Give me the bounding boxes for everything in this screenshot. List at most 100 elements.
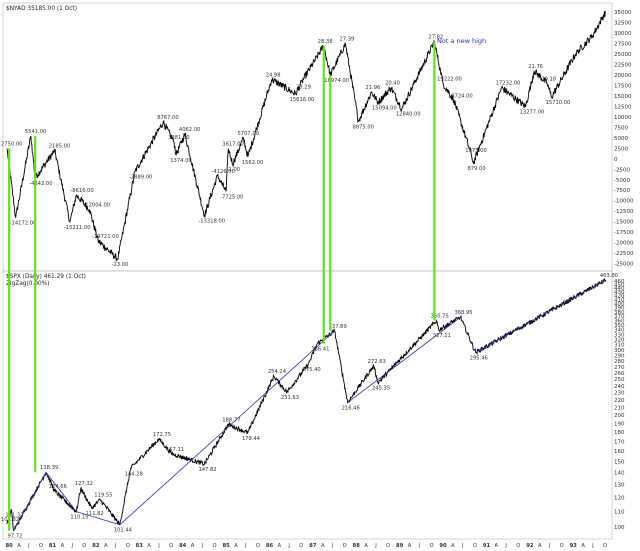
bottom-y-tick: 420	[614, 294, 625, 300]
x-tick-label: O	[560, 543, 564, 549]
top-y-tick: -17500	[614, 230, 634, 236]
x-tick-label: O	[603, 543, 607, 549]
bottom-y-tick: 210	[614, 405, 625, 411]
spx-point-label: 157.11	[166, 447, 184, 453]
nyad-point-label: 8875.00	[352, 124, 373, 130]
bottom-y-tick: 410	[614, 298, 625, 304]
spx-point-label: 254.24	[268, 369, 287, 375]
zigzag-segment	[76, 511, 120, 526]
nyad-point-label: -19721.00	[92, 234, 119, 240]
bottom-y-tick: 190	[614, 421, 625, 427]
top-y-tick: -5000	[614, 178, 630, 184]
bottom-y-tick: 350	[614, 323, 625, 329]
nyad-point-label: -4342.00	[29, 181, 52, 187]
nyad-point-label: 1562.00	[242, 160, 263, 166]
x-tick-label: 84	[179, 543, 187, 549]
nyad-point-label: 1374.00	[170, 158, 191, 164]
spx-point-label: 272.63	[368, 359, 386, 365]
x-tick-label: 93	[570, 543, 578, 549]
nyad-point-label: -4126.00	[211, 169, 234, 175]
zigzag-segment	[475, 279, 607, 353]
nyad-point-label: 23.29	[296, 84, 311, 90]
x-tick-label: A	[538, 543, 542, 549]
top-legend: $NYAD 35185.00 (1 Oct)	[6, 6, 77, 12]
nyad-point-label: 15616.00	[290, 97, 315, 103]
spx-point-label: 463.80	[600, 273, 618, 279]
nyad-point-label: 20.40	[385, 81, 400, 87]
bottom-y-tick: 340	[614, 328, 625, 334]
spx-price-line	[6, 277, 607, 532]
nyad-point-label: -12004.00	[83, 202, 110, 208]
bottom-y-tick: 450	[614, 283, 625, 289]
x-tick-label: A	[364, 543, 368, 549]
x-tick-label: J	[287, 543, 290, 549]
x-tick-label: J	[504, 543, 507, 549]
nyad-point-label: -7725.00	[220, 194, 243, 200]
spx-point-label: 147.82	[198, 467, 216, 473]
bottom-y-tick: 240	[614, 384, 625, 390]
zigzag-segment	[45, 471, 77, 512]
spx-point-label: 295.46	[470, 355, 488, 361]
bottom-y-tick: 110	[614, 509, 625, 515]
green-marker-lines	[8, 41, 436, 531]
nyad-point-label: -8616.00	[70, 188, 93, 194]
zigzag-segment	[13, 472, 47, 531]
top-y-tick: -2500	[614, 167, 630, 173]
bottom-y-tick: 100	[614, 525, 625, 531]
spx-point-label: 216.46	[342, 406, 360, 412]
x-tick-label: 85	[222, 543, 230, 549]
x-tick-label: A	[191, 543, 195, 549]
top-y-tick: -20000	[614, 241, 634, 247]
nyad-point-label: 8767.00	[157, 115, 178, 121]
x-tick-label: J	[201, 543, 204, 549]
nyad-point-label: 15094.00	[372, 105, 397, 111]
bottom-y-tick: 310	[614, 343, 625, 349]
nyad-point-label: 2185.00	[49, 144, 70, 150]
x-tick-label: O	[212, 543, 216, 549]
nyad-point-label: 21.96	[366, 85, 381, 91]
spx-point-label: 337.89	[329, 324, 347, 330]
x-tick-label: 91	[483, 543, 491, 549]
x-tick-label: O	[126, 543, 130, 549]
bottom-y-tick: 390	[614, 306, 625, 312]
nyad-price-line	[6, 10, 606, 262]
top-y-tick: 20000	[614, 73, 632, 79]
x-tick-label: 87	[309, 543, 317, 549]
bottom-y-tick: 140	[614, 471, 625, 477]
top-y-tick: 22500	[614, 62, 632, 68]
top-y-tick: 10000	[614, 115, 632, 121]
x-tick-label: J	[114, 543, 117, 549]
x-tick-label: 81	[49, 543, 57, 549]
bottom-y-tick: 260	[614, 371, 625, 377]
x-tick-label: 82	[92, 543, 100, 549]
top-y-tick: -15000	[614, 220, 634, 226]
bottom-y-tick: 200	[614, 413, 625, 419]
x-tick-label: O	[386, 543, 390, 549]
bottom-y-tick: 330	[614, 332, 625, 338]
x-tick-label: O	[516, 543, 520, 549]
nyad-point-label: 28.38	[318, 39, 333, 45]
bottom-y-tick: 250	[614, 377, 625, 383]
spx-point-label: 172.75	[153, 432, 171, 438]
bottom-y-tick: 370	[614, 314, 625, 320]
top-y-tick: 12500	[614, 104, 632, 110]
x-axis: 80 A J O 81 A J O 82 A J O 83 A J O 84 A J O 85 A J O 86 A J O 87 A J O…	[6, 543, 608, 549]
nyad-point-label: 12840.00	[396, 112, 421, 118]
top-y-tick: -22500	[614, 251, 634, 257]
top-y-tick: 0	[614, 157, 618, 163]
x-tick-label: 88	[353, 543, 361, 549]
bottom-y-tick: 290	[614, 353, 625, 359]
x-tick-label: O	[39, 543, 43, 549]
x-tick-label: A	[408, 543, 412, 549]
bottom-y-tick: 220	[614, 398, 625, 404]
nyad-point-label: -1.00	[227, 167, 240, 173]
x-tick-label: J	[157, 543, 160, 549]
x-tick-label: J	[461, 543, 464, 549]
top-y-tick: 25000	[614, 52, 632, 58]
top-y-tick: 30000	[614, 31, 632, 37]
nyad-point-label: 27.39	[339, 37, 354, 43]
x-tick-label: A	[581, 543, 585, 549]
spx-point-label: 124.66	[49, 484, 67, 490]
spx-point-label: 231.63	[281, 395, 299, 401]
